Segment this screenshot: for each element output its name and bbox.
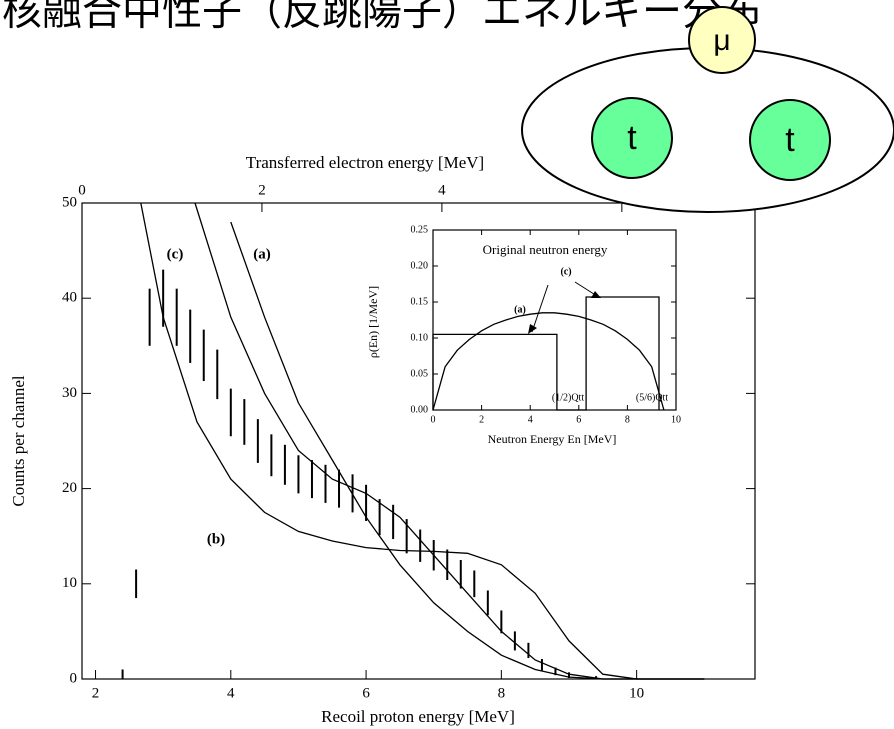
y-tick-label: 50 <box>62 194 77 210</box>
x-tick-label: 4 <box>227 685 235 701</box>
arrow-head <box>591 291 601 298</box>
y-tick-label: 20 <box>62 480 77 496</box>
molecule-outline <box>521 47 894 213</box>
y-tick-label: 10 <box>62 575 77 591</box>
series-label: (b) <box>207 531 225 547</box>
annotation: (1/2)Qtt <box>552 392 584 403</box>
triton-label: t <box>627 119 637 157</box>
curve <box>432 312 665 411</box>
series-label: (c) <box>560 266 571 277</box>
x-tick-label: 6 <box>576 414 581 425</box>
y-tick-label: 0.15 <box>411 296 429 307</box>
x-tick-label: 6 <box>362 685 370 701</box>
slide-title: 核融合中性子（反跳陽子）エネルギー分布 <box>2 0 762 34</box>
y-tick-label: 0.10 <box>411 332 429 343</box>
x-axis-label: Neutron Energy En [MeV] <box>488 432 617 446</box>
muon-label: μ <box>713 24 730 57</box>
inset-title: Original neutron energy <box>483 242 608 257</box>
plot-frame <box>432 229 677 411</box>
y-tick-label: 30 <box>62 385 77 401</box>
curve <box>432 296 660 411</box>
top-axis-label: Transferred electron energy [MeV] <box>246 153 484 172</box>
arrow <box>531 284 549 333</box>
annotation: (5/6)Qtt <box>636 392 668 403</box>
x-tick-label: 8 <box>625 414 630 425</box>
x-tick-label: 2 <box>479 414 484 425</box>
y-axis-label: Counts per channel <box>9 375 28 507</box>
triton <box>591 97 673 179</box>
y-tick-label: 0.25 <box>411 224 429 235</box>
x-tick-label: 0 <box>431 414 436 425</box>
triton-label: t <box>785 121 795 159</box>
x-tick-label: 8 <box>498 685 506 701</box>
curve <box>140 202 705 680</box>
series-label: (a) <box>253 246 271 262</box>
top-x-tick-label: 2 <box>258 182 266 198</box>
x-tick-label: 10 <box>629 685 644 701</box>
series-label: (c) <box>167 246 184 262</box>
x-axis-label: Recoil proton energy [MeV] <box>321 707 515 726</box>
top-x-tick-label: 0 <box>78 182 86 198</box>
x-tick-label: 10 <box>671 414 681 425</box>
arrow <box>574 281 598 297</box>
plots: 010203040502468100246Transferred electro… <box>9 153 756 726</box>
series-label: (a) <box>514 304 526 315</box>
triton <box>749 99 831 181</box>
arrow-head <box>528 324 537 334</box>
x-tick-label: 2 <box>92 685 100 701</box>
y-tick-label: 40 <box>62 290 77 306</box>
y-tick-label: 0.05 <box>411 368 429 379</box>
diagram: μ t t <box>521 6 894 213</box>
muon <box>688 6 756 74</box>
y-tick-label: 0.00 <box>411 404 429 415</box>
y-tick-label: 0.20 <box>411 260 429 271</box>
y-axis-label: ρ(En) [1/MeV] <box>366 286 380 358</box>
y-tick-label: 0 <box>70 670 78 686</box>
top-x-tick-label: 4 <box>438 182 446 198</box>
x-tick-label: 4 <box>528 414 533 425</box>
